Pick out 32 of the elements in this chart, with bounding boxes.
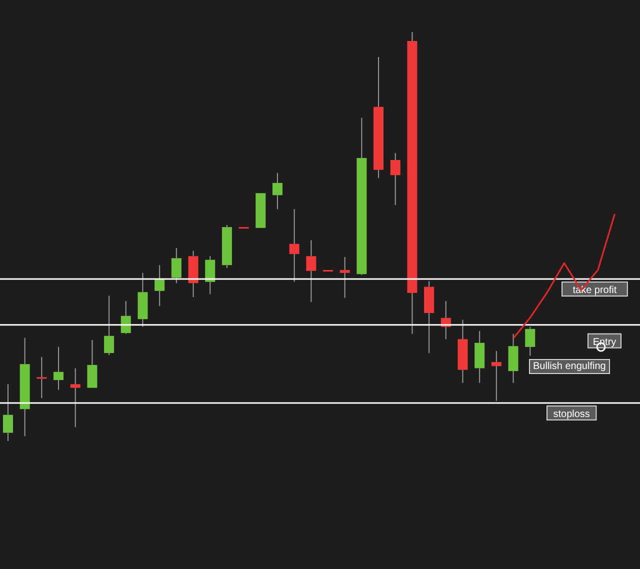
candlestick — [525, 326, 536, 356]
candlestick — [3, 384, 13, 442]
candlestick — [424, 280, 434, 354]
candlestick — [306, 240, 316, 302]
candlestick — [508, 333, 518, 384]
candlestick — [272, 172, 282, 210]
candlestick — [54, 346, 64, 390]
candlestick — [374, 56, 384, 179]
candlestick — [390, 152, 400, 206]
candlestick — [289, 208, 300, 282]
candlestick — [222, 224, 232, 268]
candlestick — [87, 339, 98, 388]
candlestick — [154, 264, 165, 307]
ref-line-label: take profit — [572, 285, 617, 296]
candlestick — [491, 350, 502, 402]
candlestick — [256, 193, 266, 228]
candlestick — [104, 295, 114, 356]
candlestick — [356, 117, 367, 276]
candlestick — [340, 256, 350, 298]
candlestick — [70, 368, 80, 428]
candlestick — [120, 300, 131, 334]
ref-line-label: stoploss — [553, 408, 590, 420]
candlestick — [20, 337, 30, 437]
candlestick — [458, 319, 468, 384]
annotation: Bullish engulfing — [529, 359, 610, 374]
candlestick — [36, 356, 47, 399]
candlestick — [474, 330, 485, 384]
candlestick — [188, 250, 198, 298]
candlestick — [138, 272, 148, 328]
candlestick — [171, 247, 182, 284]
candlestick — [205, 256, 216, 295]
candlestick — [407, 32, 418, 334]
